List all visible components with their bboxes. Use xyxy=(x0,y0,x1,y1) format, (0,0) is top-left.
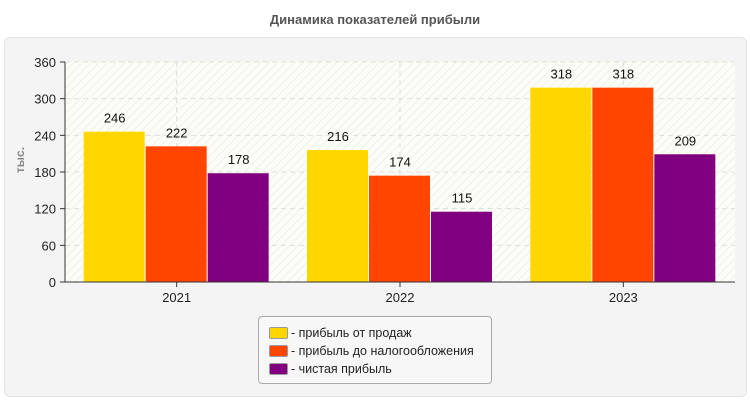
x-tick-label: 2021 xyxy=(162,290,191,305)
y-tick-label: 360 xyxy=(34,55,56,70)
y-tick-label: 60 xyxy=(42,238,56,253)
data-label: 115 xyxy=(452,191,473,206)
legend-swatch xyxy=(269,327,288,339)
data-label: 246 xyxy=(104,111,126,126)
legend: - прибыль от продаж - прибыль до налогооб… xyxy=(258,316,492,384)
bar xyxy=(83,131,145,282)
bar xyxy=(654,154,716,282)
data-label: 318 xyxy=(550,67,572,82)
chart-title: Динамика показателей прибыли xyxy=(269,12,481,27)
data-label: 209 xyxy=(674,133,696,148)
bar xyxy=(592,87,654,283)
bar xyxy=(307,150,368,282)
y-tick-label: 240 xyxy=(34,128,56,143)
bar xyxy=(369,175,430,282)
data-label: 216 xyxy=(327,129,349,144)
legend-label: - прибыль до налогообложения xyxy=(291,344,474,358)
data-label: 222 xyxy=(166,125,188,140)
x-tick-label: 2023 xyxy=(609,290,638,305)
legend-swatch xyxy=(269,363,288,375)
legend-item: - прибыль от продаж xyxy=(269,325,412,341)
data-label: 174 xyxy=(389,155,411,170)
data-label: 318 xyxy=(612,67,634,82)
y-axis-label: тыс. xyxy=(13,147,27,173)
legend-swatch xyxy=(269,345,288,357)
y-tick-label: 120 xyxy=(34,202,56,217)
bar xyxy=(145,146,207,282)
y-tick-label: 0 xyxy=(49,275,56,290)
legend-label: - прибыль от продаж xyxy=(291,326,412,340)
legend-label: - чистая прибыль xyxy=(291,362,392,376)
data-label: 178 xyxy=(228,152,250,167)
legend-item: - прибыль до налогообложения xyxy=(269,343,474,359)
x-tick-label: 2022 xyxy=(386,290,415,305)
bar xyxy=(431,211,492,282)
y-tick-label: 300 xyxy=(34,92,56,107)
bar xyxy=(530,87,592,283)
y-tick-label: 180 xyxy=(34,165,56,180)
bar xyxy=(207,173,269,282)
legend-item: - чистая прибыль xyxy=(269,361,392,377)
